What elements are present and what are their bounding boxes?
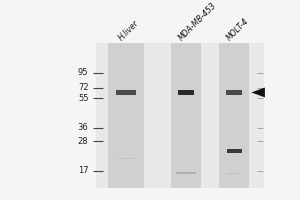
FancyBboxPatch shape: [108, 43, 144, 188]
FancyBboxPatch shape: [178, 90, 194, 95]
Polygon shape: [251, 88, 265, 97]
FancyBboxPatch shape: [219, 43, 249, 188]
Text: MOLT-4: MOLT-4: [225, 17, 250, 42]
Text: H.liver: H.liver: [117, 19, 140, 42]
FancyBboxPatch shape: [227, 173, 241, 174]
Text: 17: 17: [78, 166, 88, 175]
FancyBboxPatch shape: [226, 90, 242, 95]
Text: MDA-MB-453: MDA-MB-453: [177, 1, 218, 42]
FancyBboxPatch shape: [96, 43, 264, 188]
Text: 55: 55: [78, 94, 88, 103]
Text: 36: 36: [78, 123, 88, 132]
FancyBboxPatch shape: [226, 149, 242, 153]
FancyBboxPatch shape: [176, 172, 196, 174]
FancyBboxPatch shape: [118, 158, 134, 159]
FancyBboxPatch shape: [116, 90, 136, 95]
FancyBboxPatch shape: [171, 43, 201, 188]
Text: 28: 28: [78, 137, 88, 146]
Text: 72: 72: [78, 83, 88, 92]
Text: 95: 95: [78, 68, 88, 77]
